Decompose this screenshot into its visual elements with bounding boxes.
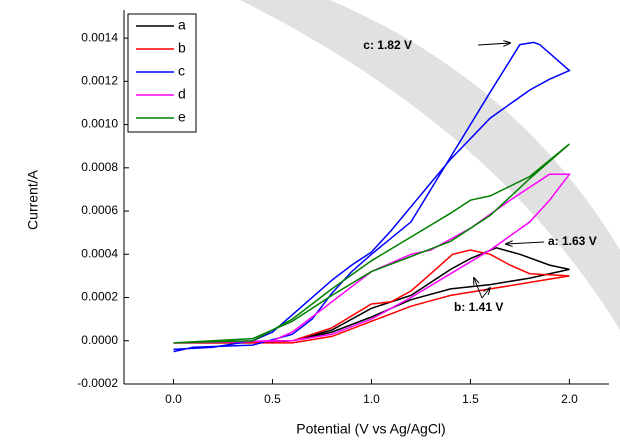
x-axis-label: Potential (V vs Ag/AgCl) xyxy=(296,421,445,437)
annotation-arrow xyxy=(474,278,483,299)
y-tick-label: 0.0014 xyxy=(81,30,118,44)
y-tick-label: 0.0002 xyxy=(81,290,118,304)
annotation: c: 1.82 V xyxy=(363,38,412,52)
watermark xyxy=(240,0,620,330)
legend-box xyxy=(127,13,197,133)
y-tick-label: 0.0004 xyxy=(81,246,118,260)
legend-label: a xyxy=(178,17,186,33)
annotation: a: 1.63 V xyxy=(548,234,597,248)
x-tick-label: 2.0 xyxy=(561,392,578,406)
annotation: b: 1.41 V xyxy=(454,300,503,314)
cv-curve xyxy=(173,41,571,353)
annotation-arrow xyxy=(477,43,510,45)
x-tick-label: 0.5 xyxy=(264,392,281,406)
y-axis-label: Current/A xyxy=(25,169,41,230)
y-tick-label: -0.0002 xyxy=(77,376,118,390)
cv-curve xyxy=(173,249,570,344)
cv-curve xyxy=(173,143,570,344)
legend-label: b xyxy=(178,40,186,56)
annotation-arrow xyxy=(506,242,545,244)
cv-curve xyxy=(173,173,571,344)
annotation-arrow xyxy=(481,288,490,299)
cv-curve xyxy=(173,247,570,344)
y-tick-label: 0.0008 xyxy=(81,160,118,174)
y-tick-label: 0.0012 xyxy=(81,74,118,88)
x-tick-label: 1.0 xyxy=(363,392,380,406)
y-tick-label: 0.0000 xyxy=(81,333,118,347)
x-tick-label: 1.5 xyxy=(462,392,479,406)
legend-label: e xyxy=(178,109,186,125)
y-tick-label: 0.0010 xyxy=(81,117,118,131)
y-tick-label: 0.0006 xyxy=(81,203,118,217)
legend-label: d xyxy=(178,86,186,102)
legend-label: c xyxy=(178,63,185,79)
x-tick-label: 0.0 xyxy=(165,392,182,406)
